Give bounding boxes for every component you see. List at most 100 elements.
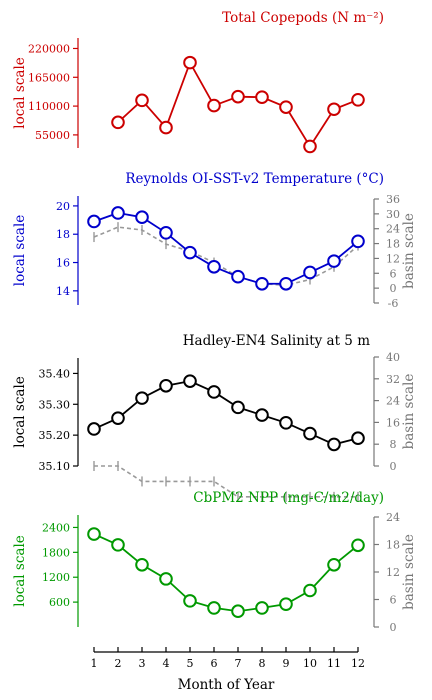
left-tick-label: 165000 (28, 71, 70, 84)
right-tick-label: 18 (386, 539, 400, 552)
left-axis-title: local scale (12, 376, 28, 448)
x-tick-label: 9 (283, 657, 290, 670)
panel-title: Total Copepods (N m⁻²) (222, 10, 384, 26)
panel-title: CbPM2 NPP (mg-C/m2/day) (193, 490, 384, 506)
right-tick-label: 6 (390, 267, 397, 280)
panel-title: Reynolds OI-SST-v2 Temperature (°C) (125, 171, 384, 187)
x-tick-label: 7 (235, 657, 242, 670)
left-tick-label: 600 (49, 596, 70, 609)
left-tick-label: 220000 (28, 42, 70, 55)
x-tick-label: 1 (91, 657, 98, 670)
data-point (135, 391, 149, 405)
left-tick-label: 35.10 (39, 460, 71, 473)
right-axis-title: basin scale (401, 213, 417, 289)
data-point (303, 139, 317, 154)
local-series-line (117, 60, 359, 149)
left-tick-label: 35.20 (39, 429, 71, 442)
left-tick-label: 35.30 (39, 398, 71, 411)
data-point (135, 93, 149, 108)
x-tick-label: 6 (211, 657, 218, 670)
left-tick-label: 55000 (35, 129, 70, 142)
data-point (327, 254, 341, 268)
data-point (87, 214, 101, 229)
right-tick-label: 0 (390, 621, 397, 634)
x-tick-label: 10 (303, 657, 317, 670)
data-point (207, 259, 221, 274)
right-axis-title: basin scale (401, 374, 417, 450)
right-tick-label: 24 (386, 223, 400, 236)
left-tick-label: 16 (56, 257, 70, 270)
data-point (111, 115, 125, 130)
data-point (327, 102, 341, 117)
right-tick-label: 18 (386, 238, 400, 251)
data-point (183, 374, 197, 388)
data-point (303, 265, 317, 280)
x-axis-title: Month of Year (178, 677, 275, 693)
data-point (351, 538, 365, 553)
right-tick-label: 32 (386, 373, 400, 386)
left-tick-label: 2400 (42, 521, 70, 534)
data-point (159, 378, 173, 393)
panel-4: CbPM2 NPP (mg-C/m2/day) 600 1200 1800 2400 lo… (12, 490, 417, 634)
left-axis-title: local scale (12, 215, 28, 287)
left-axis-title: local scale (12, 535, 28, 607)
data-point (279, 100, 293, 114)
right-tick-label: 6 (390, 594, 397, 607)
data-point (231, 269, 245, 284)
left-axis-title: local scale (12, 57, 28, 129)
data-point (111, 411, 125, 425)
data-point (111, 538, 125, 552)
local-series-line (93, 533, 359, 613)
right-tick-label: 12 (386, 252, 400, 265)
data-point (183, 594, 197, 608)
data-point (183, 55, 197, 70)
right-tick-label: 16 (386, 416, 400, 429)
data-point (327, 437, 341, 452)
data-point (255, 601, 269, 615)
local-series-line (93, 212, 359, 285)
x-tick-label: 3 (139, 657, 146, 670)
left-tick-label: 35.40 (39, 367, 71, 380)
x-tick-label: 8 (259, 657, 266, 670)
data-point (255, 408, 269, 422)
right-tick-label: 0 (390, 460, 397, 473)
data-point (207, 385, 221, 399)
data-point (351, 431, 365, 446)
basin-series-line (93, 226, 359, 286)
data-point (159, 226, 173, 240)
data-point (135, 210, 149, 225)
data-point (207, 98, 221, 113)
data-point (303, 426, 317, 441)
right-tick-label: 30 (386, 208, 400, 221)
panel-3: Hadley-EN4 Salinity at 5 m 35.10 35.20 35.3… (12, 333, 417, 502)
data-point (231, 89, 245, 104)
data-point (279, 597, 293, 611)
local-series-line (93, 380, 359, 446)
x-tick-label: 12 (351, 657, 365, 670)
right-tick-label: 8 (390, 438, 397, 451)
x-tick-label: 5 (187, 657, 194, 670)
data-point (87, 527, 101, 541)
right-tick-label: -6 (388, 297, 399, 310)
data-point (159, 120, 173, 135)
data-point (255, 90, 269, 104)
data-point (303, 583, 317, 598)
x-tick-label: 11 (327, 657, 341, 670)
right-tick-label: 36 (386, 193, 400, 206)
data-point (279, 416, 293, 430)
data-point (351, 93, 365, 107)
x-tick-label: 4 (163, 657, 170, 670)
right-axis-title: basin scale (401, 534, 417, 610)
data-point (87, 422, 101, 436)
right-tick-label: 40 (386, 351, 400, 364)
left-tick-label: 110000 (28, 100, 70, 113)
right-tick-label: 24 (386, 511, 400, 524)
panel-title: Hadley-EN4 Salinity at 5 m (183, 333, 370, 349)
panel-2: Reynolds OI-SST-v2 Temperature (°C) 14 16 1… (12, 171, 417, 310)
data-point (159, 572, 173, 586)
data-point (279, 276, 293, 291)
left-tick-label: 14 (56, 285, 70, 298)
left-tick-label: 20 (56, 200, 70, 213)
